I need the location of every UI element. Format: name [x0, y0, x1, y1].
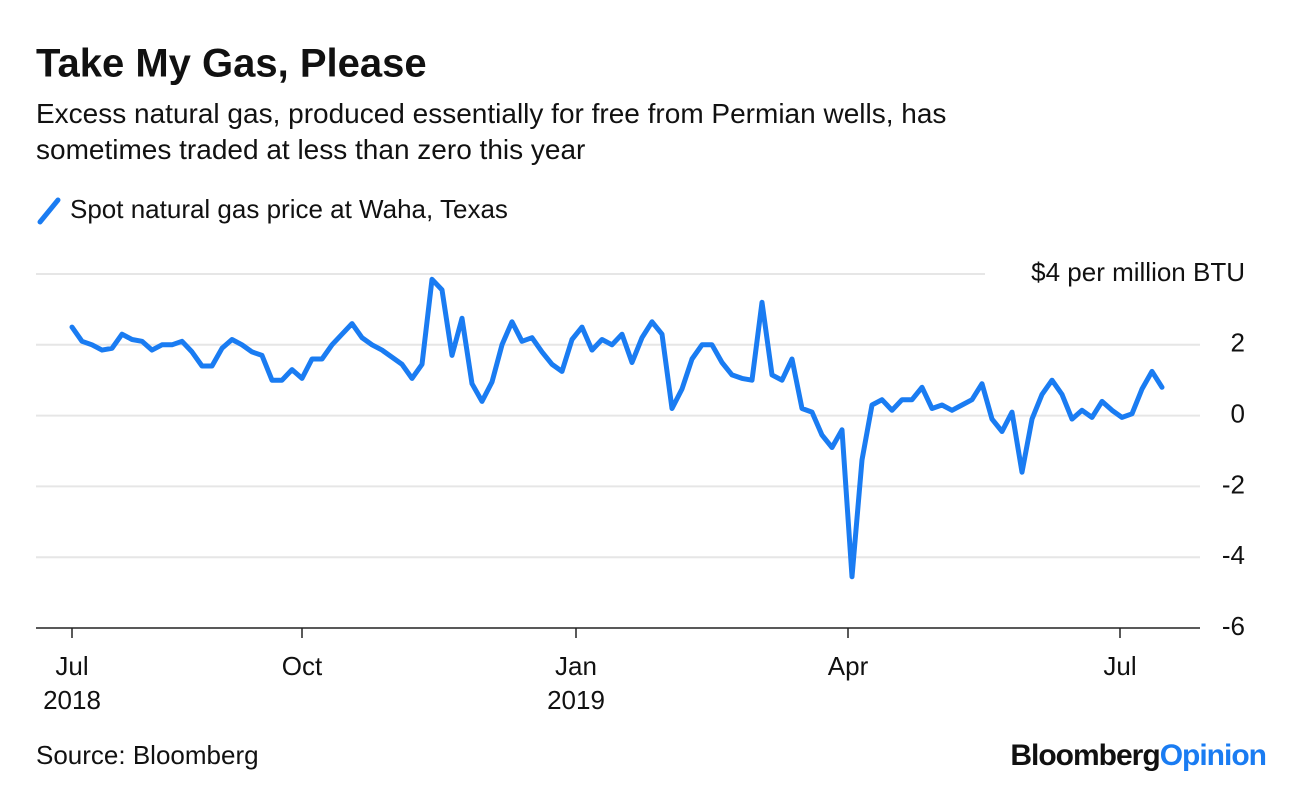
- branding: BloombergOpinion: [1010, 739, 1266, 772]
- brand-name: Bloomberg: [1010, 739, 1159, 772]
- x-tick-label: Apr: [828, 651, 869, 681]
- chart-title: Take My Gas, Please: [36, 42, 427, 86]
- y-tick-label: 2: [1231, 328, 1245, 358]
- x-tick-label: Jul 2018: [43, 651, 101, 715]
- y-tick-label: -4: [1222, 540, 1245, 570]
- y-tick-label: $4 per million BTU: [1031, 257, 1245, 287]
- brand-section: Opinion: [1160, 739, 1266, 772]
- x-tick-label: Jan 2019: [547, 651, 605, 715]
- legend-swatch: [37, 197, 61, 225]
- x-tick-label: Oct: [282, 651, 323, 681]
- series-line: [69, 276, 1165, 580]
- y-tick-label: -6: [1222, 611, 1245, 641]
- x-tick-label: Jul: [1103, 651, 1136, 681]
- chart-subtitle: Excess natural gas, produced essentially…: [36, 98, 946, 165]
- legend-label: Spot natural gas price at Waha, Texas: [70, 194, 508, 224]
- y-tick-label: 0: [1231, 398, 1245, 428]
- y-tick-label: -2: [1222, 469, 1245, 499]
- source: Source: Bloomberg: [36, 740, 259, 770]
